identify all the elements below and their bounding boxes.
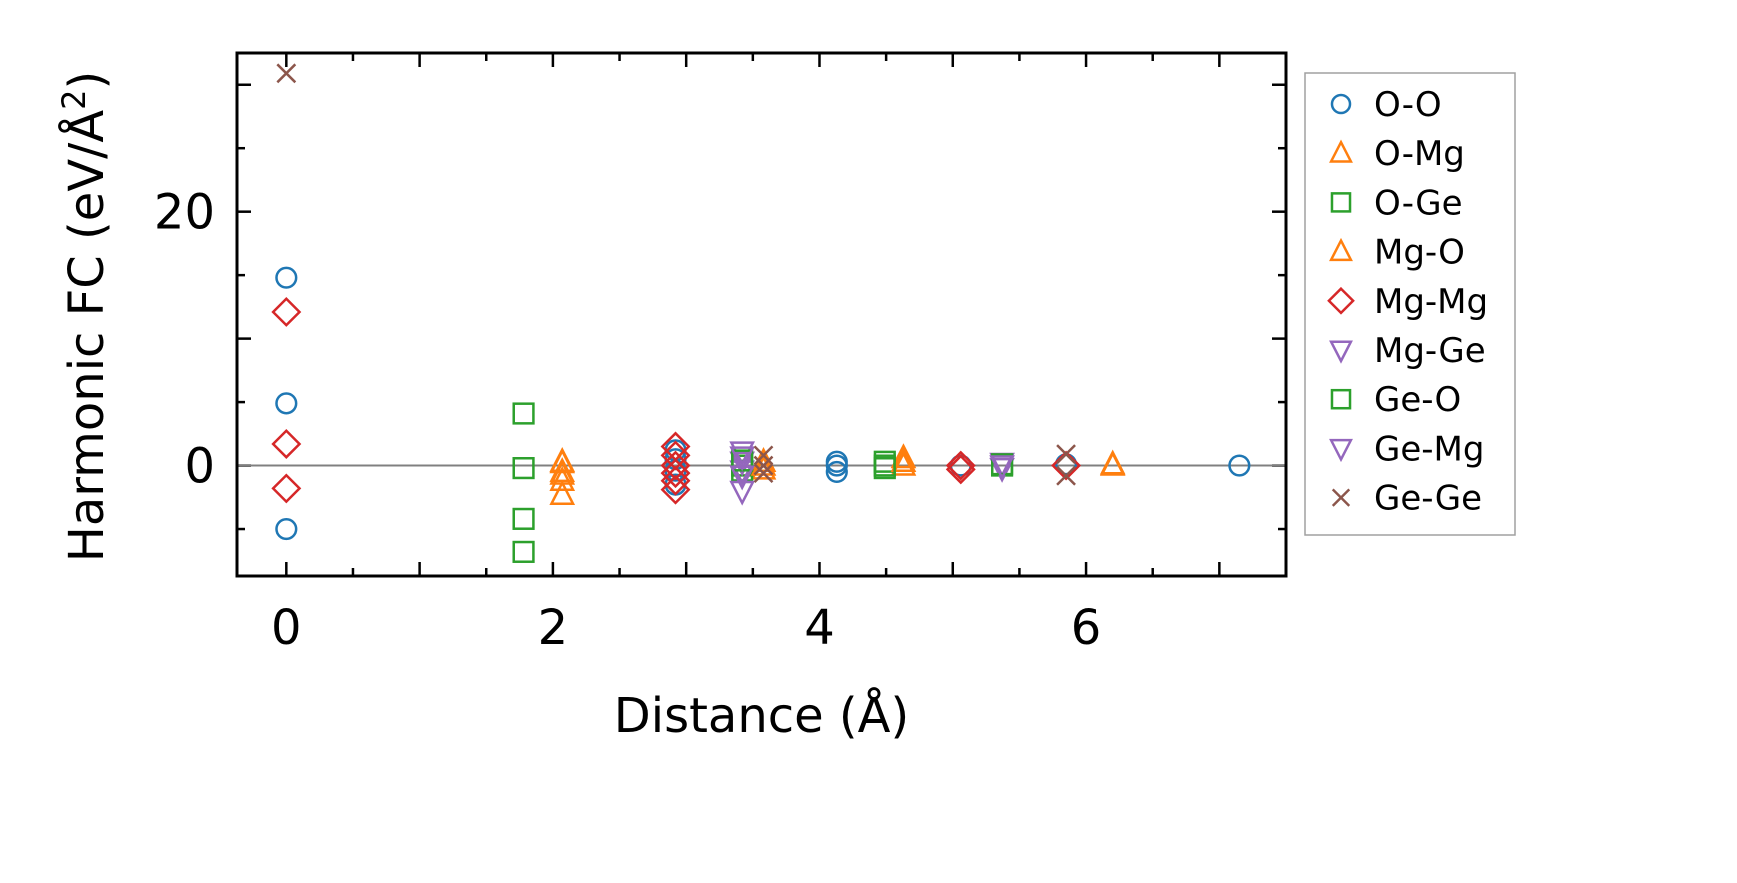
data-point — [549, 480, 576, 506]
legend-marker — [1329, 237, 1353, 262]
data-point — [512, 507, 535, 530]
data-point — [549, 448, 576, 474]
legend-label: O-Mg — [1374, 134, 1465, 174]
legend-marker — [1329, 139, 1353, 163]
x-axis-label: Distance (Å) — [614, 687, 909, 744]
plot-frame — [235, 51, 1288, 578]
data-point — [276, 63, 297, 84]
tick-labels: 0 2 4 6 0 20 — [154, 185, 1101, 656]
data-point — [660, 450, 691, 481]
data-point — [512, 402, 535, 425]
data-point — [512, 540, 535, 563]
legend-marker — [1327, 286, 1355, 315]
data-point — [729, 446, 756, 472]
y-axis-label-main: Harmonic FC (eV/Å — [58, 110, 115, 563]
legend-marker — [1329, 438, 1353, 463]
data-point — [1099, 449, 1126, 475]
series-ge-mg — [729, 446, 1015, 491]
y-tick-label: 0 — [184, 439, 215, 495]
x-tick-label: 4 — [804, 600, 835, 656]
data-markers — [271, 63, 1251, 563]
legend-label: Mg-Ge — [1374, 331, 1486, 371]
data-point — [275, 266, 298, 289]
legend-marker — [1329, 340, 1353, 364]
series-ge-ge — [276, 63, 1076, 486]
legend-entry-mg-mg: Mg-Mg — [1327, 282, 1488, 322]
data-point — [271, 429, 302, 459]
data-point — [729, 460, 756, 486]
data-point — [873, 454, 896, 477]
y-axis-label-suffix: ) — [59, 71, 115, 90]
legend-entry-mg-o: Mg-O — [1329, 233, 1465, 273]
legend-label: Ge-Mg — [1374, 429, 1484, 469]
legend-label: Ge-Ge — [1374, 479, 1482, 519]
data-point — [753, 455, 774, 476]
series-mg-o — [549, 447, 1126, 485]
data-point — [1051, 450, 1082, 481]
data-point — [275, 517, 298, 541]
data-point — [1228, 454, 1251, 477]
data-point — [549, 459, 576, 485]
data-point — [945, 450, 976, 481]
legend-entry-mg-ge: Mg-Ge — [1329, 331, 1486, 371]
data-point — [1056, 465, 1076, 486]
data-point — [753, 445, 774, 466]
legend-label: Mg-O — [1374, 233, 1465, 273]
legend-entry-ge-ge: Ge-Ge — [1331, 479, 1482, 519]
x-tick-label: 6 — [1071, 600, 1102, 656]
legend-marker — [1330, 388, 1352, 410]
legend-marker — [1331, 488, 1351, 507]
data-point — [512, 457, 535, 480]
data-point — [271, 473, 302, 504]
data-point — [991, 453, 1014, 476]
data-point — [1056, 444, 1076, 465]
series-mg-mg — [271, 296, 1082, 505]
data-point — [729, 480, 756, 506]
legend-label: Mg-Mg — [1374, 282, 1488, 322]
legend-label: Ge-O — [1374, 380, 1461, 420]
x-tick-label: 2 — [538, 600, 569, 656]
data-point — [890, 447, 917, 473]
data-point — [549, 466, 576, 492]
legend-entry-o-o: O-O — [1330, 85, 1442, 125]
legend-label: O-Ge — [1374, 183, 1463, 223]
legend-entry-ge-o: Ge-O — [1330, 380, 1461, 420]
legend-entry-o-ge: O-Ge — [1330, 183, 1463, 223]
data-point — [660, 465, 691, 496]
data-point — [660, 474, 691, 505]
y-axis-label-superscript: 2 — [55, 89, 93, 109]
data-point — [890, 443, 917, 469]
legend-marker — [1330, 192, 1352, 213]
data-point — [729, 465, 756, 491]
data-point — [275, 392, 298, 415]
data-point — [825, 454, 848, 477]
data-point — [753, 463, 774, 484]
legend: O-O O-Mg O-Ge Mg-O Mg-Mg Mg-Ge Ge-O Ge-Mg Ge-Ge — [1304, 72, 1516, 536]
data-point — [825, 460, 848, 483]
x-tick-label: 0 — [271, 600, 302, 656]
legend-marker — [1330, 93, 1352, 115]
data-point — [890, 450, 917, 476]
legend-label: O-O — [1374, 85, 1442, 125]
data-point — [945, 454, 976, 485]
data-point — [729, 451, 756, 477]
data-point — [989, 455, 1015, 481]
y-axis-label: Harmonic FC (eV/Å2) — [55, 71, 115, 563]
data-point — [271, 296, 302, 327]
data-point — [660, 458, 691, 489]
y-tick-label: 20 — [154, 185, 215, 241]
legend-entry-ge-mg: Ge-Mg — [1329, 429, 1484, 469]
legend-entry-o-mg: O-Mg — [1329, 134, 1465, 174]
